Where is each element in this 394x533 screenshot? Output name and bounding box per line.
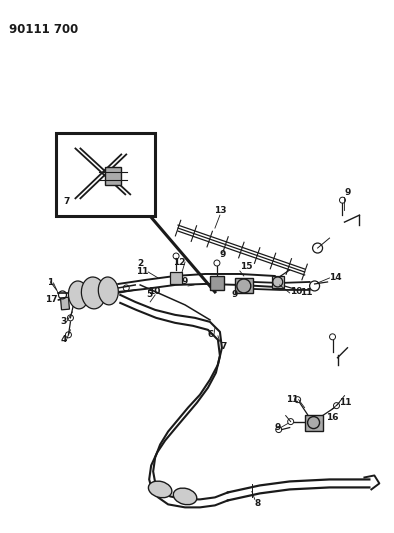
Text: 3: 3	[60, 317, 67, 326]
Text: 90111 700: 90111 700	[9, 22, 78, 36]
Text: 4: 4	[60, 335, 67, 344]
Text: 17: 17	[45, 295, 58, 304]
Ellipse shape	[69, 281, 88, 309]
Text: 8: 8	[255, 499, 261, 508]
Bar	[210, 276, 224, 290]
Text: 9: 9	[220, 250, 226, 259]
Text: 9: 9	[344, 188, 351, 197]
Text: 9: 9	[182, 277, 188, 286]
Text: 11: 11	[136, 268, 148, 277]
Text: 9: 9	[232, 290, 238, 299]
Text: 15: 15	[240, 262, 252, 271]
Text: 11: 11	[340, 398, 352, 407]
Bar	[105, 167, 121, 185]
Ellipse shape	[98, 277, 118, 305]
Text: 7: 7	[220, 342, 226, 351]
Text: 11: 11	[286, 395, 299, 404]
Ellipse shape	[149, 481, 172, 498]
Text: 9: 9	[274, 423, 281, 432]
Text: 5: 5	[146, 290, 152, 300]
Text: 10: 10	[148, 287, 160, 296]
Text: 1: 1	[47, 278, 54, 287]
Text: 13: 13	[214, 206, 226, 215]
Bar	[170, 272, 182, 284]
Text: 10: 10	[290, 287, 302, 296]
Bar	[61, 297, 69, 310]
Bar	[305, 415, 323, 431]
Text: 12: 12	[173, 257, 185, 266]
Bar	[272, 276, 284, 288]
Text: 14: 14	[329, 273, 342, 282]
Text: 11: 11	[299, 288, 312, 297]
Bar	[235, 278, 253, 293]
Text: 7: 7	[63, 197, 70, 206]
Ellipse shape	[82, 277, 105, 309]
Ellipse shape	[173, 488, 197, 505]
Text: 6: 6	[208, 330, 214, 340]
Bar	[56, 133, 155, 216]
Text: 2: 2	[137, 259, 143, 268]
Text: 16: 16	[325, 413, 338, 422]
